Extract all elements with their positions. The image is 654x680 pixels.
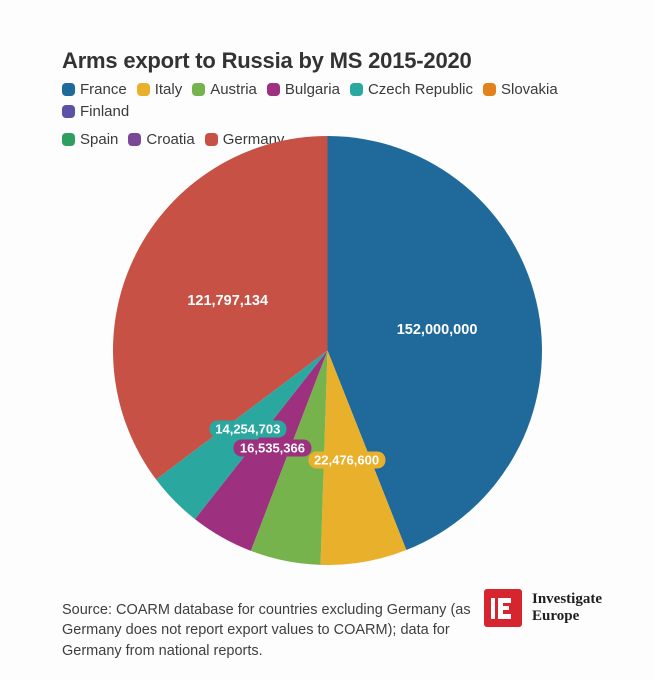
legend-color-swatch xyxy=(62,82,75,96)
legend-item-label: Italy xyxy=(154,80,183,98)
pie-label-italy: 22,476,600 xyxy=(308,451,386,469)
pie-chart: 152,000,000 22,476,600 16,535,366 14,254,70… xyxy=(113,136,542,565)
legend-color-swatch xyxy=(266,82,280,96)
logo-e-glyph xyxy=(484,589,522,627)
page-title: Arms export to Russia by MS 2015-2020 xyxy=(62,47,472,73)
legend-item-label: Bulgaria xyxy=(284,80,340,98)
legend-item-finland: Finland xyxy=(62,102,130,120)
pie-label-germany: 121,797,134 xyxy=(181,291,275,310)
legend-item-label: Slovakia xyxy=(501,80,558,98)
legend-item-label: Finland xyxy=(80,102,130,120)
legend-color-swatch xyxy=(136,82,150,96)
logo-glyph-shape xyxy=(491,598,495,619)
pie-label-bulgaria: 16,535,366 xyxy=(233,439,311,457)
legend-item-spain: Spain xyxy=(62,130,119,148)
source-note: Source: COARM database for countries exc… xyxy=(62,601,471,660)
legend-color-swatch xyxy=(62,104,75,118)
legend-item-austria: Austria xyxy=(192,80,257,98)
legend-item-label: France xyxy=(80,80,127,98)
pie-slice-france xyxy=(327,136,542,550)
legend-color-swatch xyxy=(128,132,142,146)
legend-item-label: Spain xyxy=(80,130,119,148)
pie-label-france: 152,000,000 xyxy=(390,320,484,339)
chart-legend: France Italy Austria Bulgaria Czech Republic… xyxy=(62,80,610,148)
legend-item-germany: Germany xyxy=(204,130,285,148)
pie-label-czech-republic: 14,254,703 xyxy=(209,420,287,438)
legend-color-swatch xyxy=(483,82,496,96)
pie-slice-austria xyxy=(250,350,328,565)
legend-item-slovakia: Slovakia xyxy=(483,80,558,98)
legend-item-label: Czech Republic xyxy=(367,80,473,98)
legend-item-label: Germany xyxy=(222,130,285,148)
legend-color-swatch xyxy=(349,82,363,96)
logo-wordmark: Investigate Europe xyxy=(532,591,602,625)
legend-item-france: France xyxy=(62,80,127,98)
legend-item-italy: Italy xyxy=(136,80,183,98)
logo-glyph-shape xyxy=(498,606,509,610)
legend-item-label: Austria xyxy=(210,80,257,98)
legend-item-bulgaria: Bulgaria xyxy=(266,80,340,98)
legend-color-swatch xyxy=(204,132,218,146)
legend-item-czech-republic: Czech Republic xyxy=(349,80,473,98)
logo-glyph-shape xyxy=(498,598,511,603)
legend-item-croatia: Croatia xyxy=(128,130,195,148)
legend-color-swatch xyxy=(192,82,206,96)
legend-item-label: Croatia xyxy=(146,130,195,148)
investigate-europe-logo[interactable]: Investigate Europe xyxy=(484,589,618,627)
legend-color-swatch xyxy=(62,132,75,146)
logo-glyph-shape xyxy=(498,614,511,619)
